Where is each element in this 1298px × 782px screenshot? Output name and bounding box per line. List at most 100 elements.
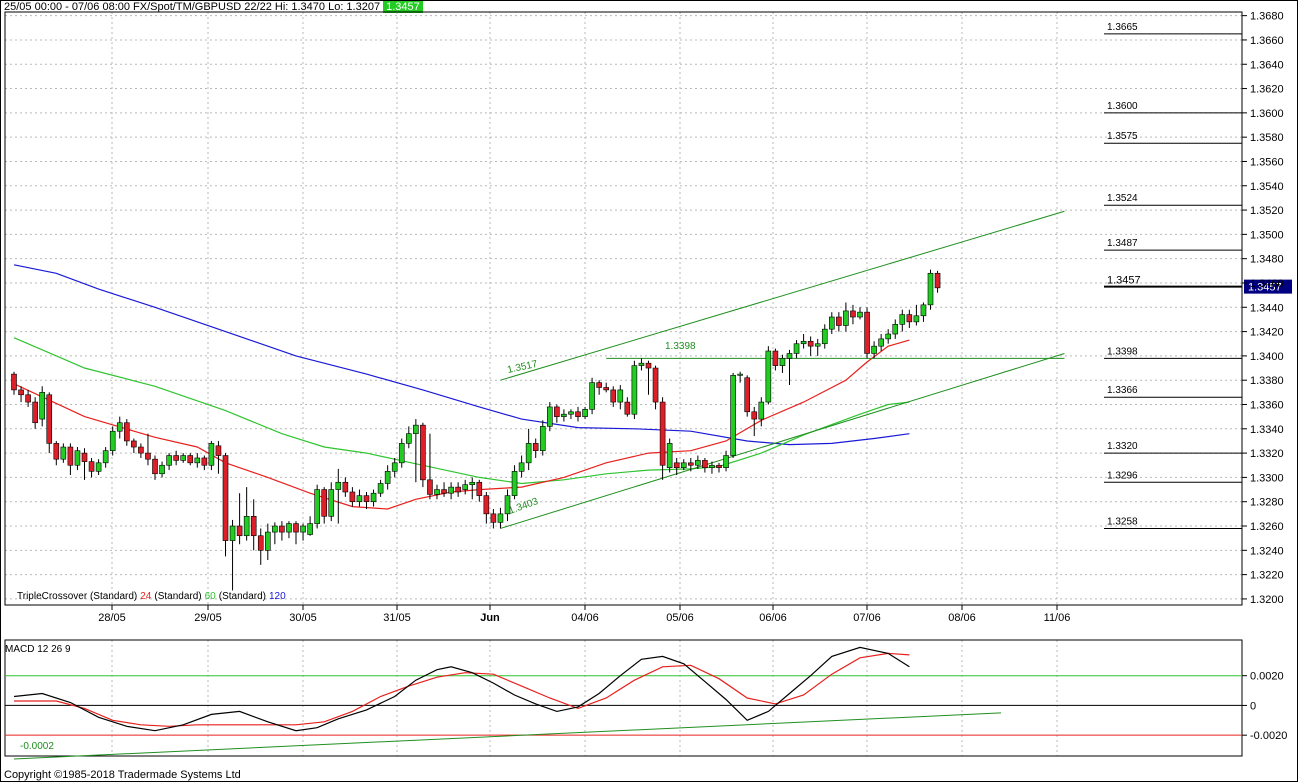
- level-label: 1.3296: [1107, 470, 1138, 481]
- candle: [744, 375, 751, 417]
- candle: [899, 309, 906, 332]
- x-tick-label: 28/05: [98, 612, 126, 624]
- candle: [850, 304, 856, 325]
- candle-body: [490, 513, 497, 523]
- level-label: 1.3398: [1107, 346, 1138, 357]
- candle: [730, 372, 736, 458]
- candle-body: [384, 471, 391, 484]
- candle-body: [236, 525, 243, 537]
- candle: [843, 302, 849, 332]
- level-label: 1.3366: [1107, 385, 1138, 396]
- candle-body: [194, 457, 201, 464]
- candle: [272, 522, 278, 545]
- candle: [518, 455, 525, 478]
- candle-body: [554, 406, 560, 417]
- candle-body: [60, 446, 67, 460]
- moving-averages: [13, 264, 910, 510]
- candle-body: [814, 343, 821, 347]
- candle-body: [180, 455, 186, 461]
- candle-body: [250, 515, 257, 537]
- candle-body: [152, 458, 158, 475]
- candle: [11, 371, 17, 395]
- candle: [159, 461, 165, 478]
- candle-body: [363, 495, 370, 503]
- last-price-badge: 1.3457: [383, 1, 423, 13]
- candle: [81, 448, 88, 480]
- candle-body: [913, 315, 920, 323]
- candle: [257, 528, 264, 565]
- candle: [413, 419, 419, 483]
- candle: [525, 428, 532, 471]
- candle: [680, 459, 687, 471]
- candle: [511, 465, 518, 500]
- candle-body: [328, 489, 335, 517]
- candle: [300, 523, 306, 541]
- candle-body: [680, 462, 687, 468]
- x-tick-label: 31/05: [383, 612, 411, 624]
- candle: [201, 455, 208, 471]
- ma-legend: TripleCrossover (Standard) 24 (Standard) 60…: [17, 591, 286, 602]
- candle-body: [695, 460, 701, 466]
- candle: [46, 392, 53, 454]
- candle: [215, 440, 222, 474]
- candle: [737, 371, 743, 383]
- y-tick-label: 1.3220: [1250, 570, 1284, 582]
- candle-body: [575, 411, 581, 417]
- candle: [236, 493, 243, 545]
- candle: [575, 406, 581, 422]
- candle: [109, 426, 116, 456]
- candle: [758, 397, 765, 427]
- candle: [286, 521, 292, 539]
- candle-body: [864, 311, 870, 354]
- candle: [631, 360, 638, 420]
- y-tick-label: 1.3340: [1250, 424, 1284, 436]
- candle: [878, 334, 884, 352]
- candle-body: [871, 345, 877, 354]
- candle: [582, 406, 588, 420]
- candle: [427, 433, 433, 500]
- x-tick-label: Jun: [480, 612, 500, 624]
- candle: [716, 462, 722, 473]
- trend-label: 1.3403: [507, 496, 540, 517]
- candle-body: [462, 484, 469, 490]
- level-label: 1.3575: [1107, 131, 1138, 142]
- level-label: 1.3487: [1107, 238, 1138, 249]
- y-tick-label: 1.3400: [1250, 351, 1284, 363]
- candle-body: [398, 443, 405, 464]
- y-tick-label: 1.3460: [1250, 278, 1284, 290]
- candle-body: [427, 479, 433, 495]
- candle-body: [836, 316, 842, 326]
- candle-body: [32, 401, 38, 424]
- trendline: [500, 210, 1065, 381]
- candle: [25, 389, 31, 407]
- price-plot-frame: [4, 11, 1243, 606]
- candle: [328, 482, 335, 522]
- candle-body: [589, 382, 595, 410]
- candle: [920, 302, 927, 322]
- y-tick-label: 1.3520: [1250, 205, 1284, 217]
- y-tick-label: 1.3440: [1250, 302, 1284, 314]
- candle: [568, 409, 574, 420]
- legend-p1-label: (Standard): [154, 591, 201, 602]
- candle: [589, 377, 595, 415]
- y-tick-label: 1.3420: [1250, 327, 1284, 339]
- candle-body: [702, 460, 708, 468]
- candle: [610, 386, 617, 407]
- candle-body: [878, 338, 884, 347]
- candle: [814, 338, 821, 356]
- candle: [53, 440, 60, 466]
- candle-body: [525, 443, 532, 464]
- candle-body: [511, 471, 518, 496]
- legend-p2: 60: [205, 591, 217, 602]
- candle-body: [610, 389, 617, 403]
- level-label: 1.3258: [1107, 516, 1138, 527]
- candle-body: [821, 328, 828, 345]
- macd-plot-frame: [4, 639, 1243, 757]
- candle: [532, 438, 539, 458]
- candle-body: [906, 314, 913, 323]
- candle-body: [279, 525, 285, 533]
- candle: [652, 365, 659, 410]
- candle: [836, 312, 842, 332]
- candle-body: [455, 486, 461, 493]
